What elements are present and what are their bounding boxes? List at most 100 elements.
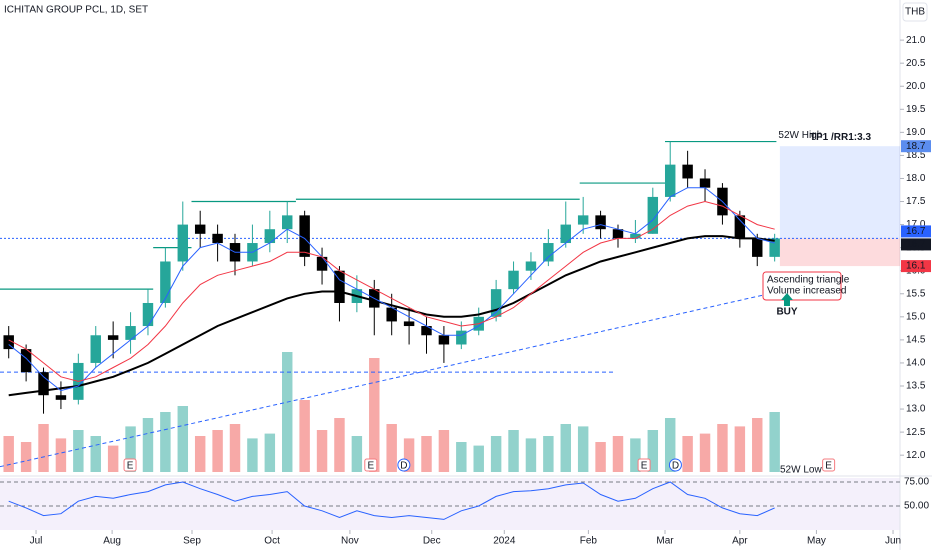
trendline [0, 277, 841, 468]
volume-bar [229, 424, 241, 472]
volume-bar [752, 418, 763, 472]
volume-bar [160, 412, 171, 472]
candle-body [334, 270, 345, 303]
x-tick-label: Jul [30, 536, 43, 547]
candle-body [577, 215, 589, 225]
candle-body [160, 261, 171, 303]
volume-bar [194, 436, 206, 472]
y-tick-label: 12.0 [906, 450, 926, 461]
volume-bar [438, 430, 450, 472]
buy-arrow [781, 293, 793, 306]
candle-body [508, 270, 519, 290]
volume-bar [647, 430, 659, 472]
annotation-text: Volume increased [767, 286, 847, 297]
candle-body [769, 238, 780, 257]
candle-body [752, 238, 763, 257]
candle-body [630, 233, 641, 239]
candle-body [734, 215, 746, 239]
event-label: E [641, 461, 648, 472]
candle-body [682, 164, 693, 179]
candle-body [282, 215, 293, 230]
currency: THB [905, 7, 925, 18]
y-tick-label: 20.0 [906, 81, 926, 92]
candle-body [194, 224, 206, 234]
volume-bar [490, 436, 502, 472]
candle-body [299, 215, 310, 257]
price-tag-label: 18.7 [906, 141, 926, 152]
candle-body [177, 224, 189, 262]
y-tick-label: 15.5 [906, 288, 926, 299]
x-tick-label: Oct [264, 536, 280, 547]
candle-body [38, 372, 49, 396]
x-tick-label: Sep [183, 536, 201, 547]
volume-bar [664, 418, 676, 472]
volume-bar [351, 436, 363, 472]
candle-body [438, 335, 450, 345]
volume-bar [612, 436, 624, 472]
candle-body [525, 261, 537, 271]
volume-bar [403, 438, 415, 472]
y-tick-label: 14.0 [906, 358, 926, 369]
candle-body [3, 335, 14, 350]
volume-bar [525, 438, 537, 472]
annotation-text: Ascending triangle [767, 275, 850, 286]
rsi-panel [0, 478, 900, 530]
volume-bar [630, 438, 641, 472]
volume-bar [316, 430, 328, 472]
candle-body [421, 326, 432, 336]
candle-body [125, 326, 136, 340]
price-tag [901, 238, 931, 251]
y-tick-label: 15.0 [906, 311, 926, 322]
chart-title: ICHITAN GROUP PCL, 1D, SET [4, 5, 148, 16]
event-label: E [367, 461, 374, 472]
event-label: E [127, 461, 134, 472]
volume-bar [73, 430, 84, 472]
rsi-tick-label: 50.00 [904, 501, 929, 512]
y-tick-label: 19.5 [906, 104, 926, 115]
volume-bar [595, 442, 606, 472]
volume-bar [473, 445, 484, 472]
volume-bar [421, 436, 432, 472]
stop-zone [779, 238, 900, 267]
x-tick-label: Jun [885, 536, 901, 547]
candle-body [647, 196, 659, 234]
volume-bar [177, 406, 189, 472]
candle-body [386, 307, 397, 322]
volume-bar [456, 442, 467, 472]
moving-average [8, 187, 775, 392]
candle-body [664, 164, 676, 197]
annotation-box [762, 271, 842, 301]
volume-bar [334, 418, 345, 472]
y-tick-label: 14.5 [906, 335, 926, 346]
volume-bar [508, 430, 519, 472]
moving-average [8, 235, 775, 397]
event-marker [123, 458, 137, 472]
price-tag-label: 16.7 [906, 239, 926, 250]
x-tick-label: Apr [732, 536, 748, 547]
buy-label: BUY [776, 307, 797, 318]
volume-bar [560, 424, 571, 472]
moving-average [8, 200, 775, 382]
y-tick-label: 17.5 [906, 196, 926, 207]
event-marker [397, 458, 411, 472]
candle-body [403, 321, 415, 327]
volume-bar [107, 445, 119, 472]
price-tag [901, 260, 931, 273]
event-marker [822, 458, 836, 472]
price-tag-label: 16.7 [906, 226, 926, 237]
volume-bar [125, 426, 136, 472]
target-zone [779, 146, 900, 239]
price-tag [901, 140, 931, 153]
candle-body [264, 229, 276, 244]
candle-body [20, 349, 32, 373]
x-tick-label: Mar [656, 536, 674, 547]
volume-bar [386, 424, 397, 472]
volume-bar [247, 438, 258, 472]
currency-box [902, 2, 928, 22]
candle-body [612, 229, 624, 239]
event-marker [364, 458, 378, 472]
low-label: 52W Low [780, 465, 822, 476]
y-tick-label: 18.0 [906, 173, 926, 184]
